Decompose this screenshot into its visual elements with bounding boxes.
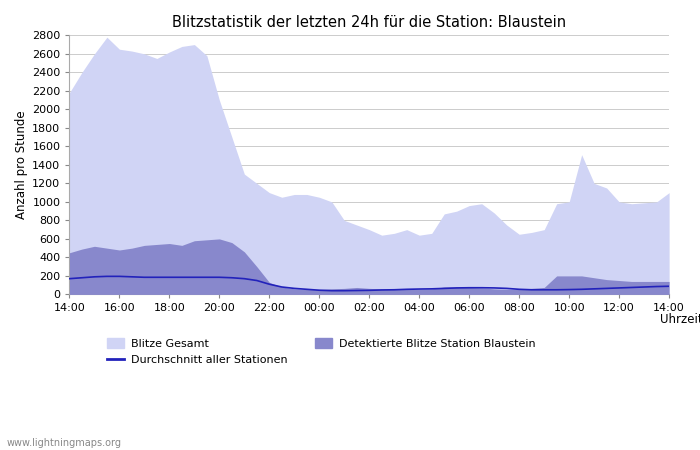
Title: Blitzstatistik der letzten 24h für die Station: Blaustein: Blitzstatistik der letzten 24h für die S…: [172, 15, 566, 30]
X-axis label: Uhrzeit: Uhrzeit: [660, 313, 700, 325]
Legend: Blitze Gesamt, Durchschnitt aller Stationen, Detektierte Blitze Station Blaustei: Blitze Gesamt, Durchschnitt aller Statio…: [103, 333, 540, 369]
Y-axis label: Anzahl pro Stunde: Anzahl pro Stunde: [15, 111, 28, 219]
Text: www.lightningmaps.org: www.lightningmaps.org: [7, 438, 122, 448]
